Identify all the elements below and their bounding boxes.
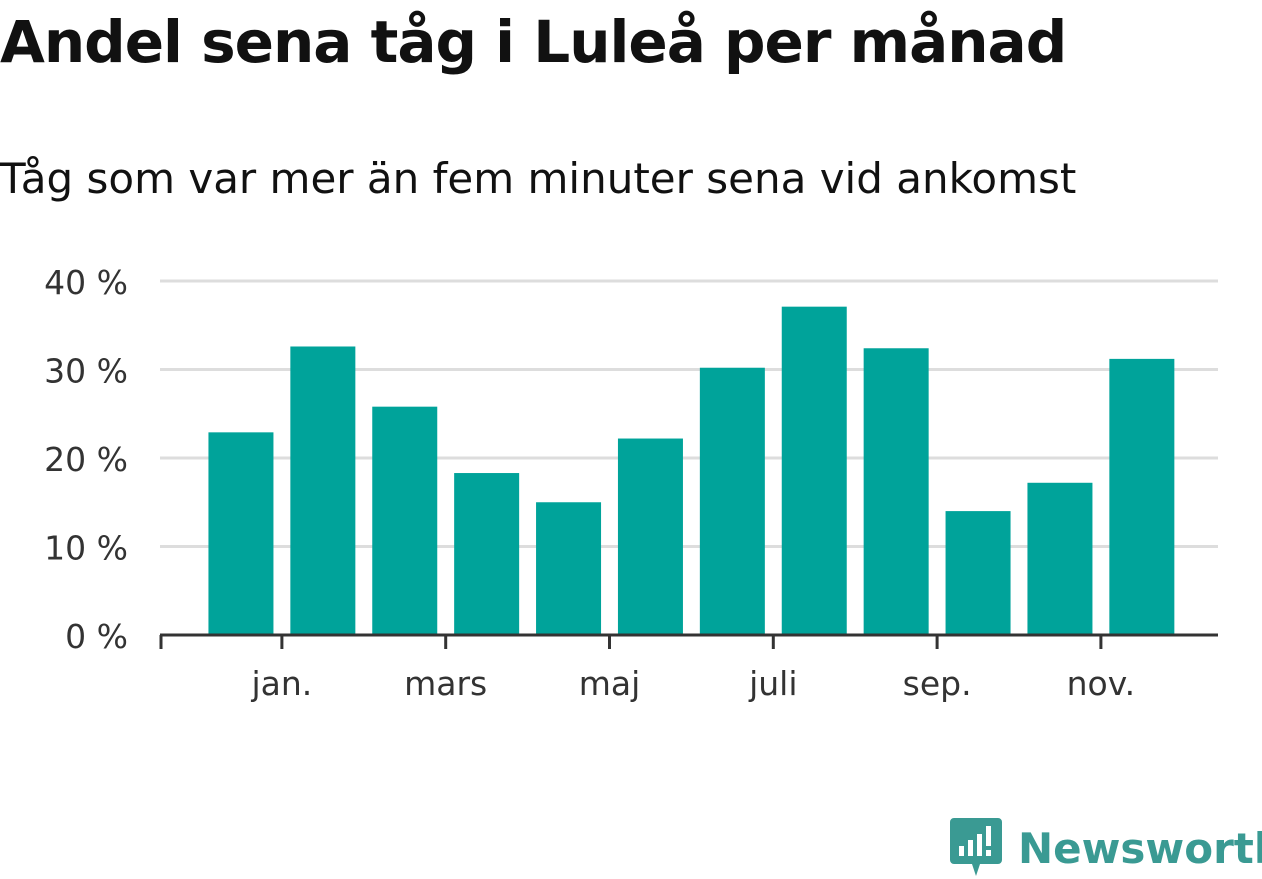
x-tick-label: juli [748,664,797,703]
brand-name: Newsworthy [1018,823,1262,873]
bar [208,432,274,635]
x-tick-label: mars [404,664,487,703]
y-tick-label: 10 % [44,529,128,568]
newsworthy-logo-icon [950,818,1002,876]
y-tick-label: 20 % [44,440,128,479]
x-tick-label: maj [579,664,641,703]
bar [536,502,602,635]
bar [1109,358,1175,635]
bar [617,438,683,635]
x-tick-label: nov. [1067,664,1136,703]
x-tick-label: sep. [903,664,972,703]
bar [454,473,520,635]
x-tick-label: jan. [251,664,313,703]
y-tick-label: 40 % [44,263,128,302]
chart-subtitle: Tåg som var mer än fem minuter sena vid … [0,154,1077,203]
bar [945,511,1011,635]
y-tick-label: 30 % [44,352,128,391]
bar [699,367,765,635]
bar [863,348,929,635]
chart-title: Andel sena tåg i Luleå per månad [0,8,1067,76]
bar [781,306,847,635]
bar [1027,482,1093,635]
bar [372,406,438,635]
bar [290,346,356,635]
y-tick-label: 0 % [65,617,128,656]
newsworthy-logo: Newsworthy [950,818,1262,878]
